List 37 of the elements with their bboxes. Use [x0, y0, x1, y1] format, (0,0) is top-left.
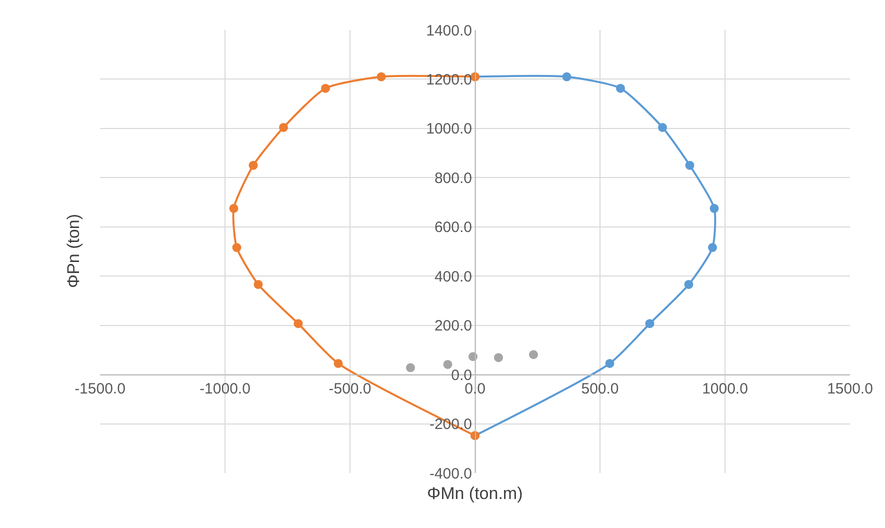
- point: [645, 319, 654, 328]
- point: [708, 243, 717, 252]
- y-tick-label: 1000.0: [426, 120, 472, 138]
- point: [232, 243, 242, 252]
- y-tick-label: 800.0: [434, 170, 472, 187]
- point: [279, 122, 288, 132]
- y-axis-title: ΦPn (ton): [64, 214, 83, 288]
- point: [605, 358, 614, 368]
- y-tick-label: 600.0: [434, 219, 472, 236]
- x-tick-label: 500.0: [581, 380, 619, 398]
- point: [529, 350, 538, 360]
- point: [684, 280, 694, 289]
- point: [658, 122, 667, 132]
- point: [562, 72, 572, 82]
- point: [494, 353, 503, 362]
- x-tick-label: 1000.0: [702, 380, 748, 398]
- x-tick-label: 1500.0: [827, 380, 873, 398]
- point: [334, 358, 343, 368]
- point: [376, 72, 386, 82]
- point: [229, 204, 238, 213]
- point: [406, 363, 415, 372]
- point: [294, 319, 303, 328]
- point: [248, 160, 258, 170]
- x-axis-title: ΦMn (ton.m): [427, 484, 523, 503]
- point: [321, 84, 330, 93]
- y-tick-label: 1400.0: [426, 22, 472, 40]
- x-tick-label: -500.0: [328, 380, 372, 398]
- y-tick-label: -400.0: [429, 465, 472, 482]
- y-tick-label: 200.0: [434, 318, 472, 335]
- point: [254, 280, 263, 289]
- x-tick-label: -1000.0: [200, 380, 250, 398]
- point: [685, 160, 694, 170]
- point: [710, 204, 719, 213]
- point: [443, 360, 452, 369]
- x-tick-label: -1500.0: [74, 380, 126, 398]
- point: [616, 84, 625, 93]
- y-tick-label: 400.0: [434, 268, 472, 286]
